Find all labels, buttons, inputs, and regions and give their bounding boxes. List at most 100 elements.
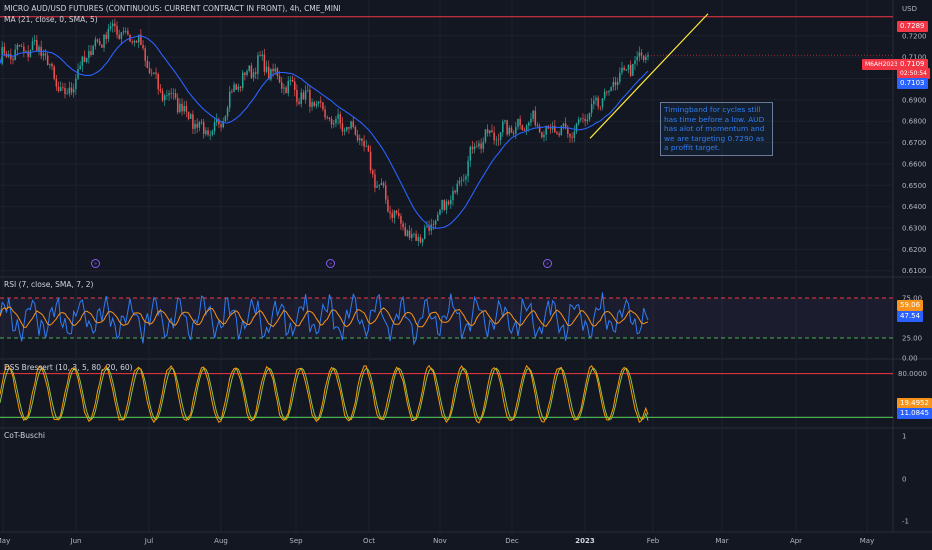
cycle-marker-icon[interactable]: »: [91, 259, 100, 268]
candle-body: [389, 211, 391, 214]
cycle-marker-icon[interactable]: »: [543, 259, 552, 268]
candle-body: [361, 138, 363, 142]
cot-tick-label: -1: [902, 518, 909, 526]
candle-body: [519, 118, 521, 126]
candle-body: [645, 56, 647, 60]
candle-body: [506, 120, 508, 135]
candle-body: [148, 68, 151, 73]
candle-body: [64, 88, 66, 95]
candle-body: [252, 72, 255, 78]
candle-body: [189, 114, 192, 119]
candle-body: [29, 50, 32, 57]
candle-body: [274, 68, 276, 72]
candle-body: [215, 119, 218, 123]
time-tick-label: Jun: [70, 537, 82, 545]
ma-value-badge: 0.7103: [897, 78, 928, 89]
candle-body: [237, 86, 240, 90]
candle-body: [525, 125, 528, 131]
candle-body: [109, 26, 112, 29]
candle-body: [12, 58, 14, 60]
candle-body: [417, 237, 420, 241]
candle-body: [211, 131, 214, 135]
dss-label[interactable]: DSS Bressert (10, 3, 5, 80, 20, 60): [4, 363, 133, 372]
candle-body: [131, 41, 133, 43]
candle-body: [536, 125, 539, 127]
cot-tick-label: 1: [902, 433, 906, 441]
candle-body: [226, 107, 229, 117]
candle-body: [510, 127, 513, 133]
candle-body: [484, 129, 487, 142]
candle-body: [53, 66, 55, 79]
candle-body: [473, 146, 476, 150]
candle-body: [94, 39, 97, 46]
candle-body: [283, 87, 285, 89]
candle-body: [478, 143, 480, 147]
candle-body: [285, 87, 287, 94]
candle-body: [298, 101, 300, 104]
candle-body: [311, 102, 313, 107]
candle-body: [493, 132, 495, 141]
candle-body: [599, 106, 602, 108]
price-tick-label: 0.6800: [902, 118, 927, 126]
candle-body: [606, 91, 608, 93]
candle-body: [482, 141, 485, 149]
candle-body: [144, 48, 146, 61]
rsi-tick-label: 0.00: [902, 355, 918, 363]
candle-body: [68, 87, 71, 94]
candle-body: [376, 185, 378, 188]
cycle-marker-icon[interactable]: »: [326, 259, 335, 268]
price-tick-label: 0.7200: [902, 32, 927, 40]
candle-body: [480, 143, 482, 149]
time-tick-label: Sep: [289, 537, 303, 545]
candle-body: [278, 75, 281, 83]
candle-body: [296, 89, 298, 102]
candle-body: [218, 119, 220, 125]
candle-body: [287, 80, 289, 94]
candle-body: [469, 146, 472, 161]
price-tick-label: 0.6500: [902, 182, 927, 190]
candle-body: [306, 90, 309, 91]
price-tick-label: 0.6400: [902, 203, 927, 211]
candle-body: [161, 91, 164, 101]
candle-body: [363, 141, 365, 147]
candle-body: [322, 102, 324, 110]
candle-body: [163, 95, 166, 101]
candle-body: [66, 93, 68, 95]
candle-body: [111, 23, 114, 27]
candle-body: [181, 103, 183, 112]
time-tick-label: Aug: [214, 537, 228, 545]
candle-body: [640, 52, 643, 56]
candle-body: [571, 136, 573, 138]
candle-body: [638, 52, 641, 57]
dss-k-line: [0, 364, 649, 424]
time-tick-label: Jul: [144, 537, 154, 545]
candle-body: [142, 44, 144, 49]
candle-body: [313, 102, 316, 106]
candle-body: [443, 200, 446, 210]
candle-body: [289, 79, 292, 81]
candle-body: [385, 185, 387, 200]
candle-body: [213, 122, 216, 132]
candle-body: [187, 111, 190, 119]
candle-body: [560, 126, 563, 136]
candle-body: [103, 34, 105, 48]
rsi-tick-label: 25.00: [902, 335, 922, 343]
candle-body: [31, 41, 34, 51]
candle-body: [636, 56, 638, 61]
resistance-price-badge: 0.7289: [897, 21, 928, 32]
candle-body: [146, 60, 149, 69]
cot-label[interactable]: CoT-Buschi: [4, 431, 45, 440]
price-tick-label: 0.6100: [902, 267, 927, 275]
trend-line: [589, 13, 709, 139]
candle-body: [625, 69, 628, 71]
candle-body: [135, 40, 138, 43]
candle-body: [413, 233, 415, 235]
ma-indicator-label[interactable]: MA (21, close, 0, SMA, 5): [4, 15, 98, 24]
rsi-label[interactable]: RSI (7, close, SMA, 7, 2): [4, 280, 94, 289]
analysis-note[interactable]: Timingband for cycles still has time bef…: [660, 102, 773, 156]
candle-body: [586, 119, 589, 122]
candle-body: [70, 87, 73, 93]
candle-body: [515, 127, 517, 134]
time-tick-label: Oct: [363, 537, 375, 545]
